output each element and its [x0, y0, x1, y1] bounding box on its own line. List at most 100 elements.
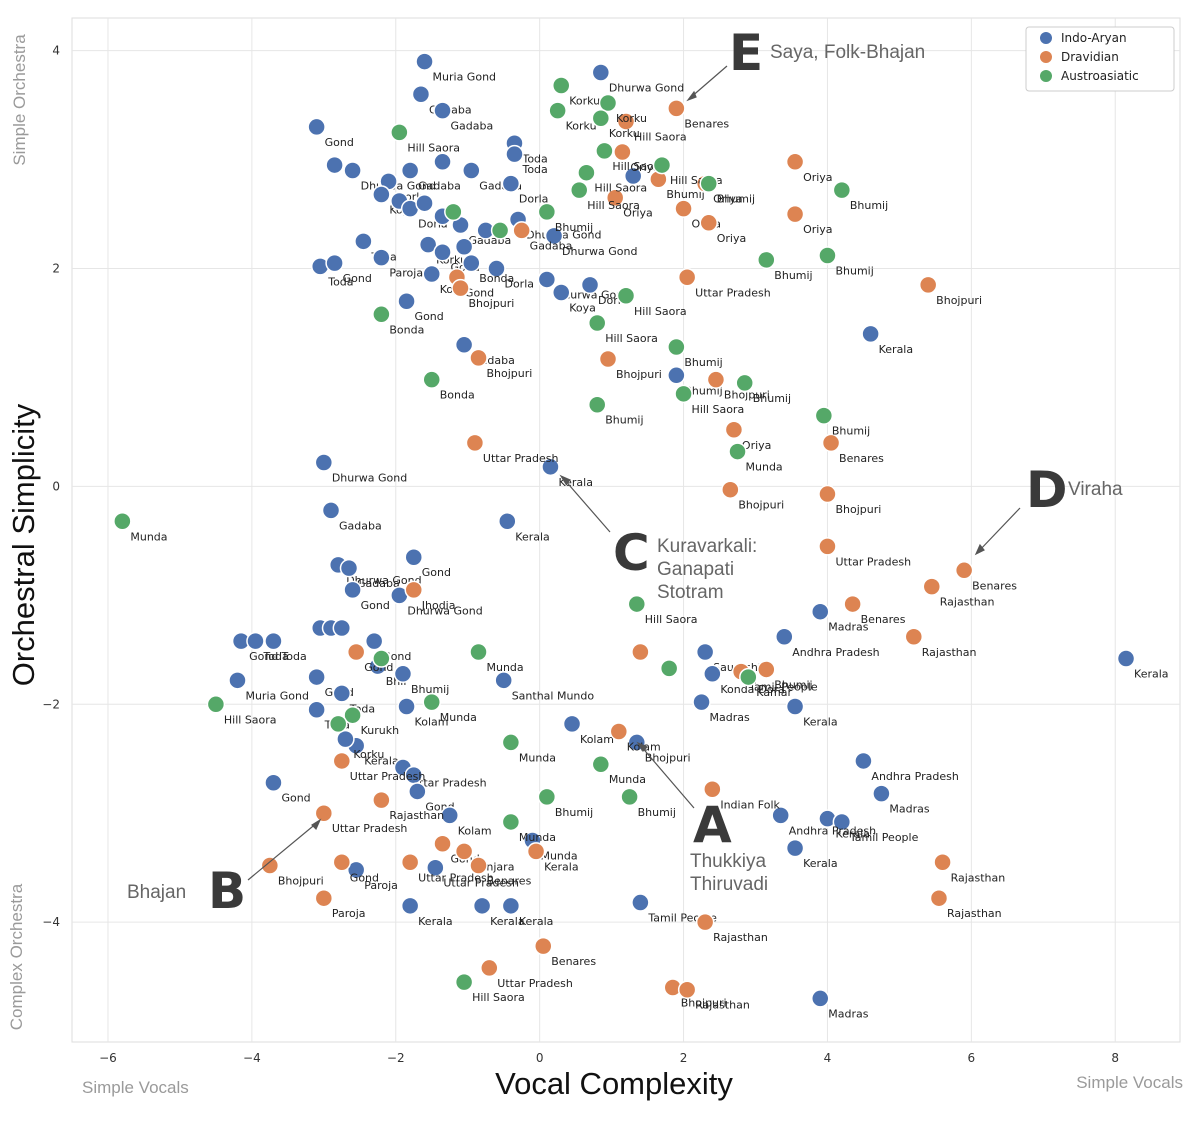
point-label: Benares: [839, 452, 884, 465]
data-point: [674, 384, 693, 404]
point-label: Oriya: [713, 193, 743, 206]
corner-label-right-bottom: Simple Vocals: [1076, 1073, 1183, 1092]
data-point: [364, 631, 384, 651]
data-point: [605, 188, 625, 207]
point-label: Gond: [465, 286, 494, 299]
point-label: Kerala: [515, 530, 550, 543]
point-label: Kolam: [415, 715, 449, 728]
point-label: Dhurwa Gond: [332, 471, 407, 484]
data-point: [339, 558, 359, 578]
data-point: [598, 93, 618, 113]
data-point: [677, 980, 697, 999]
data-point: [332, 618, 352, 638]
data-point: [343, 580, 362, 600]
data-point: [314, 453, 334, 472]
data-point: [228, 671, 247, 690]
data-point: [433, 101, 452, 120]
point-label: Kerala: [544, 860, 579, 873]
point-label: Muria Gond: [245, 689, 309, 702]
data-point: [613, 142, 632, 162]
data-point: [771, 806, 790, 825]
data-point: [595, 141, 614, 161]
point-label: Indian Folk: [720, 798, 780, 811]
data-point: [501, 733, 521, 752]
data-point: [631, 893, 650, 912]
point-label: Dhurwa Gond: [526, 229, 601, 242]
point-label: Oriya: [623, 207, 653, 220]
point-label: Madras: [828, 1007, 868, 1020]
point-label: Andhra Pradesh: [789, 824, 876, 837]
data-point: [811, 602, 830, 621]
data-point: [843, 594, 862, 614]
data-point: [433, 834, 452, 853]
point-label: Bhumij: [850, 199, 888, 212]
point-label: Bhumij: [411, 683, 449, 696]
x-tick-label: 4: [824, 1051, 832, 1065]
data-point: [699, 174, 718, 193]
data-point: [433, 242, 452, 262]
point-label: Uttar Pradesh: [497, 977, 573, 990]
legend-marker-dravidian: [1040, 51, 1052, 63]
point-label: Kerala: [490, 915, 525, 928]
annotation-c-letter: C: [613, 524, 650, 582]
point-label: Koya: [569, 302, 596, 315]
point-label: Hill Saora: [634, 130, 687, 143]
data-point: [462, 161, 481, 180]
data-point: [544, 226, 564, 246]
data-point: [703, 664, 722, 684]
point-label: Uttar Pradesh: [695, 286, 771, 299]
data-point: [336, 729, 355, 749]
legend: Indo-Aryan Dravidian Austroasiatic: [1025, 26, 1175, 92]
legend-label-austroasiatic: Austroasiatic: [1061, 69, 1139, 83]
point-label: Paroja: [364, 879, 398, 892]
y-axis-title: Orchestral Simplicity: [6, 403, 41, 686]
point-label: Kerala: [418, 915, 453, 928]
point-label: Uttar Pradesh: [411, 776, 487, 789]
point-label: Uttar Pradesh: [332, 822, 408, 835]
data-point: [537, 787, 557, 807]
point-label: Bhumij: [638, 806, 676, 819]
data-point: [469, 348, 488, 368]
annotation-d-text: Viraha: [1068, 479, 1123, 500]
data-point: [623, 166, 643, 186]
data-point: [372, 790, 391, 810]
data-point: [501, 896, 521, 916]
data-point: [526, 842, 546, 861]
point-label: Munda: [130, 530, 167, 543]
data-point: [854, 751, 873, 771]
data-point: [667, 99, 686, 118]
point-label: Korku: [353, 748, 384, 761]
data-point: [821, 433, 841, 453]
data-point: [652, 155, 672, 175]
point-label: Bhojpuri: [469, 297, 515, 310]
data-point: [929, 888, 949, 908]
data-point: [260, 856, 280, 875]
data-point: [422, 370, 441, 389]
data-point: [465, 433, 485, 453]
point-label: Munda: [487, 661, 524, 674]
data-point: [469, 856, 488, 875]
annotation-c-line3: Stotram: [657, 582, 724, 603]
point-label: Bhojpuri: [936, 294, 982, 307]
point-label: Toda: [521, 163, 547, 176]
point-label: Tamil People: [748, 681, 818, 694]
data-point: [494, 671, 513, 690]
data-point: [400, 896, 420, 916]
point-label: Kolam: [580, 733, 614, 746]
point-label: Toda: [280, 650, 306, 663]
legend-marker-austroasiatic: [1040, 70, 1052, 82]
data-point: [551, 283, 571, 302]
data-point: [785, 204, 805, 224]
point-label: Andhra Pradesh: [871, 770, 958, 783]
data-point: [587, 313, 607, 333]
point-label: Uttar Pradesh: [418, 871, 494, 884]
data-point: [724, 420, 744, 440]
data-points: Muria GondGadabaGadabaGondDhurwa GondTod…: [113, 52, 1169, 1020]
data-point: [372, 185, 391, 204]
data-point: [390, 123, 409, 142]
point-label: Oriya: [630, 161, 660, 174]
point-label: Kerala: [519, 915, 554, 928]
data-point: [811, 989, 830, 1008]
data-point: [433, 152, 452, 172]
point-label: Bhumij: [753, 392, 791, 405]
